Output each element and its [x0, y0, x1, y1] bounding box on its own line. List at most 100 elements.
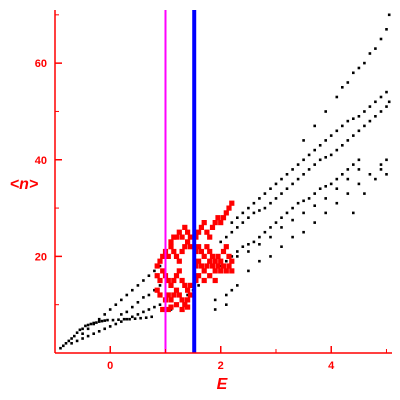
data-point [197, 284, 200, 287]
data-point [247, 269, 250, 273]
data-point [154, 263, 160, 269]
data-point [307, 168, 311, 171]
data-point [352, 117, 355, 120]
data-point [252, 211, 256, 215]
data-point [230, 221, 234, 224]
data-point [179, 306, 185, 313]
data-point [125, 310, 129, 314]
data-point [280, 226, 283, 229]
data-point [212, 258, 218, 264]
data-point [165, 292, 171, 298]
axes [54, 10, 392, 354]
data-point [125, 293, 129, 297]
data-point [154, 273, 160, 279]
data-point [168, 282, 174, 288]
data-point [346, 168, 350, 171]
data-point [225, 303, 228, 306]
data-point [218, 258, 224, 264]
data-point [165, 277, 171, 284]
data-point [363, 192, 366, 195]
ticks: 0 2 4 20 40 60 [35, 14, 387, 372]
data-point [269, 187, 272, 190]
data-point [209, 224, 216, 230]
data-point [363, 124, 366, 128]
data-point [291, 206, 294, 210]
data-point [379, 168, 383, 171]
data-point [185, 304, 191, 310]
data-point [89, 322, 93, 326]
data-point [128, 317, 131, 321]
data-point [171, 277, 177, 284]
data-point [236, 255, 239, 258]
data-point [153, 305, 156, 309]
data-point [274, 182, 278, 186]
data-point [374, 177, 377, 181]
data-point [263, 192, 267, 195]
data-point [171, 234, 177, 240]
data-point [291, 235, 294, 239]
data-point [212, 220, 218, 226]
data-point [379, 37, 383, 41]
data-point [291, 182, 294, 186]
data-point [296, 177, 300, 181]
data-point [176, 229, 182, 235]
data-point [247, 206, 250, 210]
data-point [215, 263, 221, 269]
data-point [313, 221, 316, 224]
data-point [144, 316, 148, 319]
data-point [136, 313, 140, 316]
data-point [185, 229, 191, 235]
data-point [341, 86, 344, 89]
data-point [160, 268, 166, 274]
data-point [368, 105, 372, 108]
data-point [352, 211, 355, 215]
data-point [226, 205, 232, 211]
data-point [136, 284, 140, 287]
data-point [269, 226, 272, 229]
data-point [329, 134, 333, 137]
data-point [173, 273, 180, 279]
data-point [219, 264, 222, 268]
data-point [230, 230, 234, 234]
data-point [86, 334, 90, 338]
data-point [213, 308, 217, 311]
data-point [185, 239, 191, 245]
data-point [147, 274, 151, 277]
data-point [269, 235, 272, 239]
data-point [108, 308, 112, 311]
data-point [160, 253, 166, 259]
data-point [296, 201, 300, 205]
data-point [201, 277, 207, 284]
data-point [86, 327, 90, 331]
data-point [220, 263, 227, 269]
data-point [324, 110, 327, 113]
data-point [318, 158, 322, 162]
data-point [220, 248, 227, 255]
data-point [225, 259, 228, 263]
data-point [324, 156, 327, 159]
data-point [230, 255, 234, 258]
data-point [218, 268, 224, 274]
data-point [158, 303, 162, 306]
data-point [258, 209, 261, 212]
data-point [158, 284, 162, 287]
data-point [215, 215, 221, 221]
data-point [324, 139, 327, 142]
data-point [173, 302, 180, 308]
data-point [176, 258, 182, 264]
data-point [236, 284, 239, 287]
data-point [218, 220, 224, 226]
data-point [313, 148, 316, 152]
y-tick-label: 60 [35, 58, 47, 70]
data-point [258, 259, 261, 263]
data-point [97, 317, 101, 321]
data-point [280, 192, 283, 195]
data-point [247, 250, 250, 253]
data-point [176, 268, 182, 274]
data-point [133, 317, 137, 320]
data-point [258, 243, 261, 246]
data-point [346, 139, 350, 142]
data-point [207, 273, 213, 279]
data-point [385, 28, 388, 31]
